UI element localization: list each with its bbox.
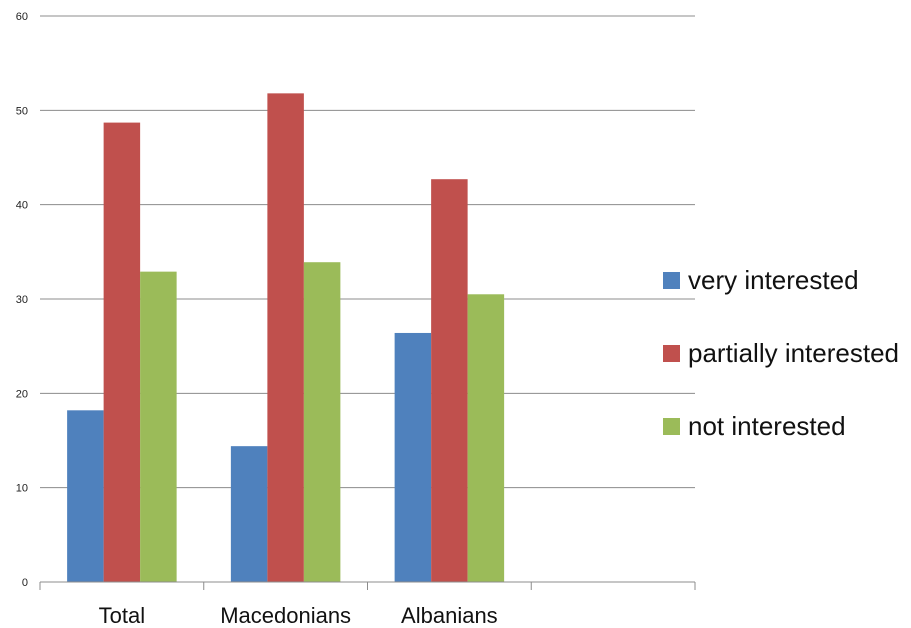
y-tick-label: 20 (16, 388, 28, 400)
bar-partially-interested-1 (267, 93, 304, 582)
y-tick-label: 40 (16, 200, 28, 212)
x-tick-label: Macedonians (220, 603, 351, 628)
legend: very interested partially interested not… (663, 262, 908, 481)
x-axis: Total Macedonians Albanians (39, 581, 696, 628)
legend-label-very-interested: very interested (688, 264, 859, 295)
legend-item-not-interested: not interested (663, 408, 908, 444)
y-tick-label: 30 (16, 294, 28, 306)
bar-not-interested-1 (303, 262, 341, 582)
y-tick-label: 60 (16, 11, 28, 23)
bar-very-interested-2 (394, 332, 432, 582)
bar-very-interested-0 (67, 410, 104, 582)
legend-swatch-partially-interested (663, 344, 680, 362)
legend-swatch-not-interested (663, 417, 680, 435)
legend-swatch-very-interested (663, 271, 680, 289)
y-tick-label: 50 (16, 105, 28, 117)
bar-partially-interested-2 (431, 179, 468, 583)
x-tick-label: Total (99, 603, 145, 628)
x-tick-label: Albanians (401, 603, 498, 628)
bar-very-interested-1 (230, 446, 268, 582)
y-tick-label: 10 (16, 483, 28, 495)
bars (67, 93, 505, 583)
bar-partially-interested-0 (103, 122, 141, 582)
legend-item-partially-interested: partially interested (663, 335, 908, 371)
legend-label-not-interested: not interested (688, 410, 846, 441)
legend-item-very-interested: very interested (663, 262, 908, 298)
bar-not-interested-0 (140, 271, 177, 582)
bar-not-interested-2 (467, 294, 505, 582)
y-axis-ticks: 0 10 20 30 40 50 60 (16, 11, 28, 589)
legend-label-partially-interested: partially interested (688, 337, 899, 368)
y-tick-label: 0 (22, 577, 28, 589)
